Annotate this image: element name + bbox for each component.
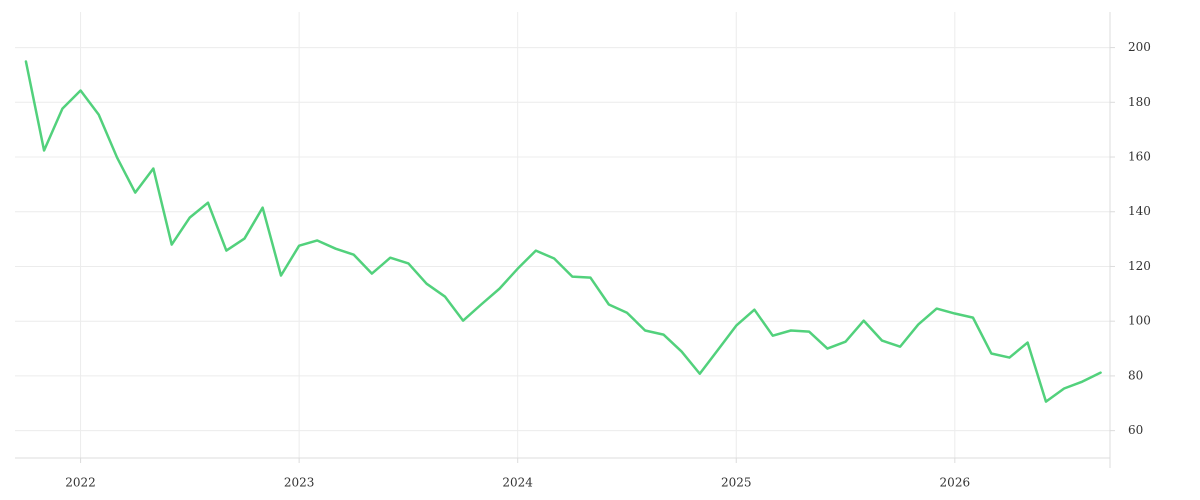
y-tick-label: 200	[1128, 40, 1151, 54]
x-tick-label: 2025	[721, 476, 752, 490]
x-tick-label: 2022	[65, 476, 96, 490]
x-tick-label: 2024	[502, 476, 533, 490]
y-tick-label: 180	[1128, 95, 1151, 109]
x-tick-label: 2026	[940, 476, 971, 490]
y-tick-label: 60	[1128, 423, 1143, 437]
y-tick-label: 140	[1128, 204, 1151, 218]
y-tick-label: 80	[1128, 368, 1143, 382]
y-tick-label: 100	[1128, 314, 1151, 328]
x-tick-label: 2023	[284, 476, 315, 490]
y-tick-label: 160	[1128, 150, 1151, 164]
data-line	[24, 60, 1102, 403]
y-tick-label: 120	[1128, 259, 1151, 273]
